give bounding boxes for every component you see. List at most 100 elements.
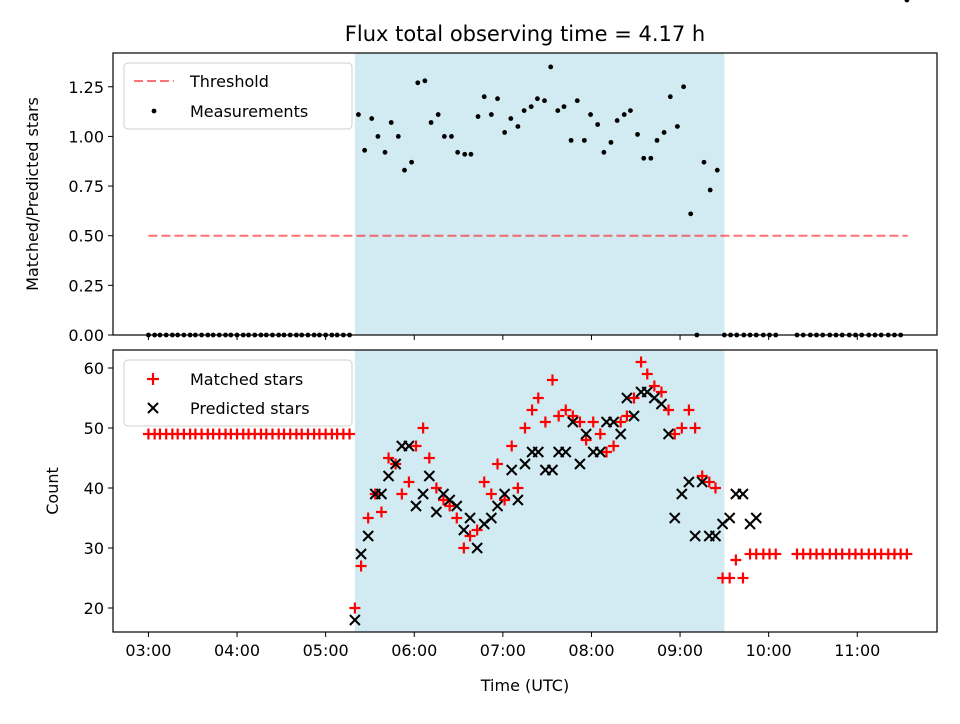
matched-star-point (703, 476, 715, 488)
predicted-star-stroke (594, 446, 607, 458)
predicted-star-stroke (532, 446, 544, 458)
matched-star-point (730, 554, 742, 566)
predicted-star-stroke (560, 446, 572, 458)
matched-star-point (532, 392, 544, 404)
matched-star-point (444, 500, 456, 512)
top-y-tick-label: 0.50 (68, 227, 104, 246)
predicted-star-stroke (655, 398, 668, 410)
predicted-star-point (451, 500, 463, 512)
top-y-tick-label: 1.25 (68, 78, 104, 97)
matched-star-point (567, 410, 579, 422)
predicted-star-point (375, 488, 388, 500)
matched-star-point (539, 416, 551, 428)
bottom-y-tick-label: 20 (84, 599, 104, 618)
predicted-star-stroke (648, 392, 661, 404)
measurement-point (422, 78, 428, 84)
x-tick-label: 11:00 (834, 641, 880, 660)
predicted-star-stroke (689, 530, 701, 542)
predicted-star-stroke (750, 512, 762, 524)
top-legend-box (123, 62, 353, 130)
predicted-star-stroke (417, 488, 429, 500)
predicted-star-stroke (355, 548, 367, 560)
matched-star-point (349, 602, 361, 614)
predicted-star-stroke (614, 428, 627, 440)
predicted-star-point (662, 428, 675, 440)
matched-star-point (458, 542, 470, 554)
predicted-star-stroke (375, 488, 388, 500)
top-legend: Threshold Measurements (123, 62, 353, 130)
matched-star-point (608, 440, 620, 452)
measurement-point (588, 112, 593, 117)
matched-star-point (655, 386, 667, 398)
measurement-point (561, 104, 567, 110)
top-y-tick-label: 0.25 (68, 276, 104, 295)
matched-star-point (430, 482, 442, 494)
predicted-star-point (355, 548, 367, 560)
bottom-y-tick-label: 30 (84, 539, 104, 558)
x-tick-label: 10:00 (746, 641, 792, 660)
predicted-star-stroke (498, 488, 511, 500)
measurement-point (435, 112, 441, 117)
predicted-star-stroke (491, 500, 504, 512)
predicted-star-stroke (430, 506, 443, 518)
predicted-star-stroke (574, 458, 586, 470)
predicted-star-point (430, 506, 443, 518)
measurement-point (595, 122, 601, 127)
predicted-star-point (669, 512, 681, 524)
predicted-star-stroke (437, 488, 450, 500)
measurement-point (614, 118, 620, 123)
predicted-star-point (498, 488, 511, 500)
measurement-point (681, 84, 686, 90)
predicted-star-stroke (506, 464, 518, 476)
predicted-star-stroke (403, 440, 415, 452)
matched-star-point (689, 422, 701, 434)
matched-star-point (770, 548, 782, 560)
predicted-star-point (723, 512, 736, 524)
bottom-y-axis-label: Count (43, 467, 62, 515)
matched-star-point (519, 422, 531, 434)
matched-star-point (396, 488, 408, 500)
measurement-point (574, 98, 580, 104)
predicted-star-stroke (580, 428, 592, 440)
predicted-star-point (389, 458, 402, 470)
top-panel: 0.00 0.25 0.50 0.75 1.00 1.25 Matched/Predict… (23, 0, 938, 345)
legend-matched-label: Matched stars (190, 370, 303, 389)
predicted-star-stroke (349, 614, 361, 626)
bottom-y-ticks: 20 30 40 50 60 (84, 359, 113, 618)
x-tick-label: 04:00 (214, 641, 260, 660)
top-observing-window (354, 53, 725, 335)
measurement-point (369, 116, 375, 121)
measurement-point (515, 124, 521, 129)
top-y-ticks: 0.00 0.25 0.50 0.75 1.00 1.25 (68, 78, 113, 345)
matched-star-point (601, 446, 613, 458)
matched-star-point (615, 416, 627, 428)
predicted-star-point (512, 494, 524, 506)
matched-star-point (901, 548, 913, 560)
predicted-star-stroke (567, 416, 579, 428)
predicted-star-stroke (410, 500, 422, 512)
matched-star-point (344, 428, 356, 440)
legend-measurements-label: Measurements (190, 102, 308, 121)
x-tick-label: 08:00 (568, 641, 614, 660)
bottom-panel: 20 30 40 50 60 03:00 04:00 05:00 06:00 07:00 08:0… (43, 349, 938, 695)
predicted-star-point (689, 530, 701, 542)
predicted-star-point (580, 428, 592, 440)
predicted-star-point (362, 530, 374, 542)
predicted-star-stroke (389, 458, 402, 470)
bottom-legend-box (123, 359, 353, 427)
predicted-star-stroke (519, 458, 531, 470)
predicted-star-point (628, 410, 640, 422)
measurement-point (568, 137, 574, 143)
predicted-star-point (485, 512, 498, 524)
measurement-point (654, 137, 660, 143)
matched-star-point (628, 392, 640, 404)
matched-star-point (451, 512, 463, 524)
predicted-star-point (560, 446, 572, 458)
measurement-point (601, 149, 607, 155)
top-axes-frame (112, 52, 938, 336)
matched-star-point (471, 524, 483, 536)
predicted-star-point (403, 440, 415, 452)
measurement-point (628, 108, 633, 113)
measurement-point (468, 151, 474, 157)
predicted-star-stroke (641, 386, 653, 398)
